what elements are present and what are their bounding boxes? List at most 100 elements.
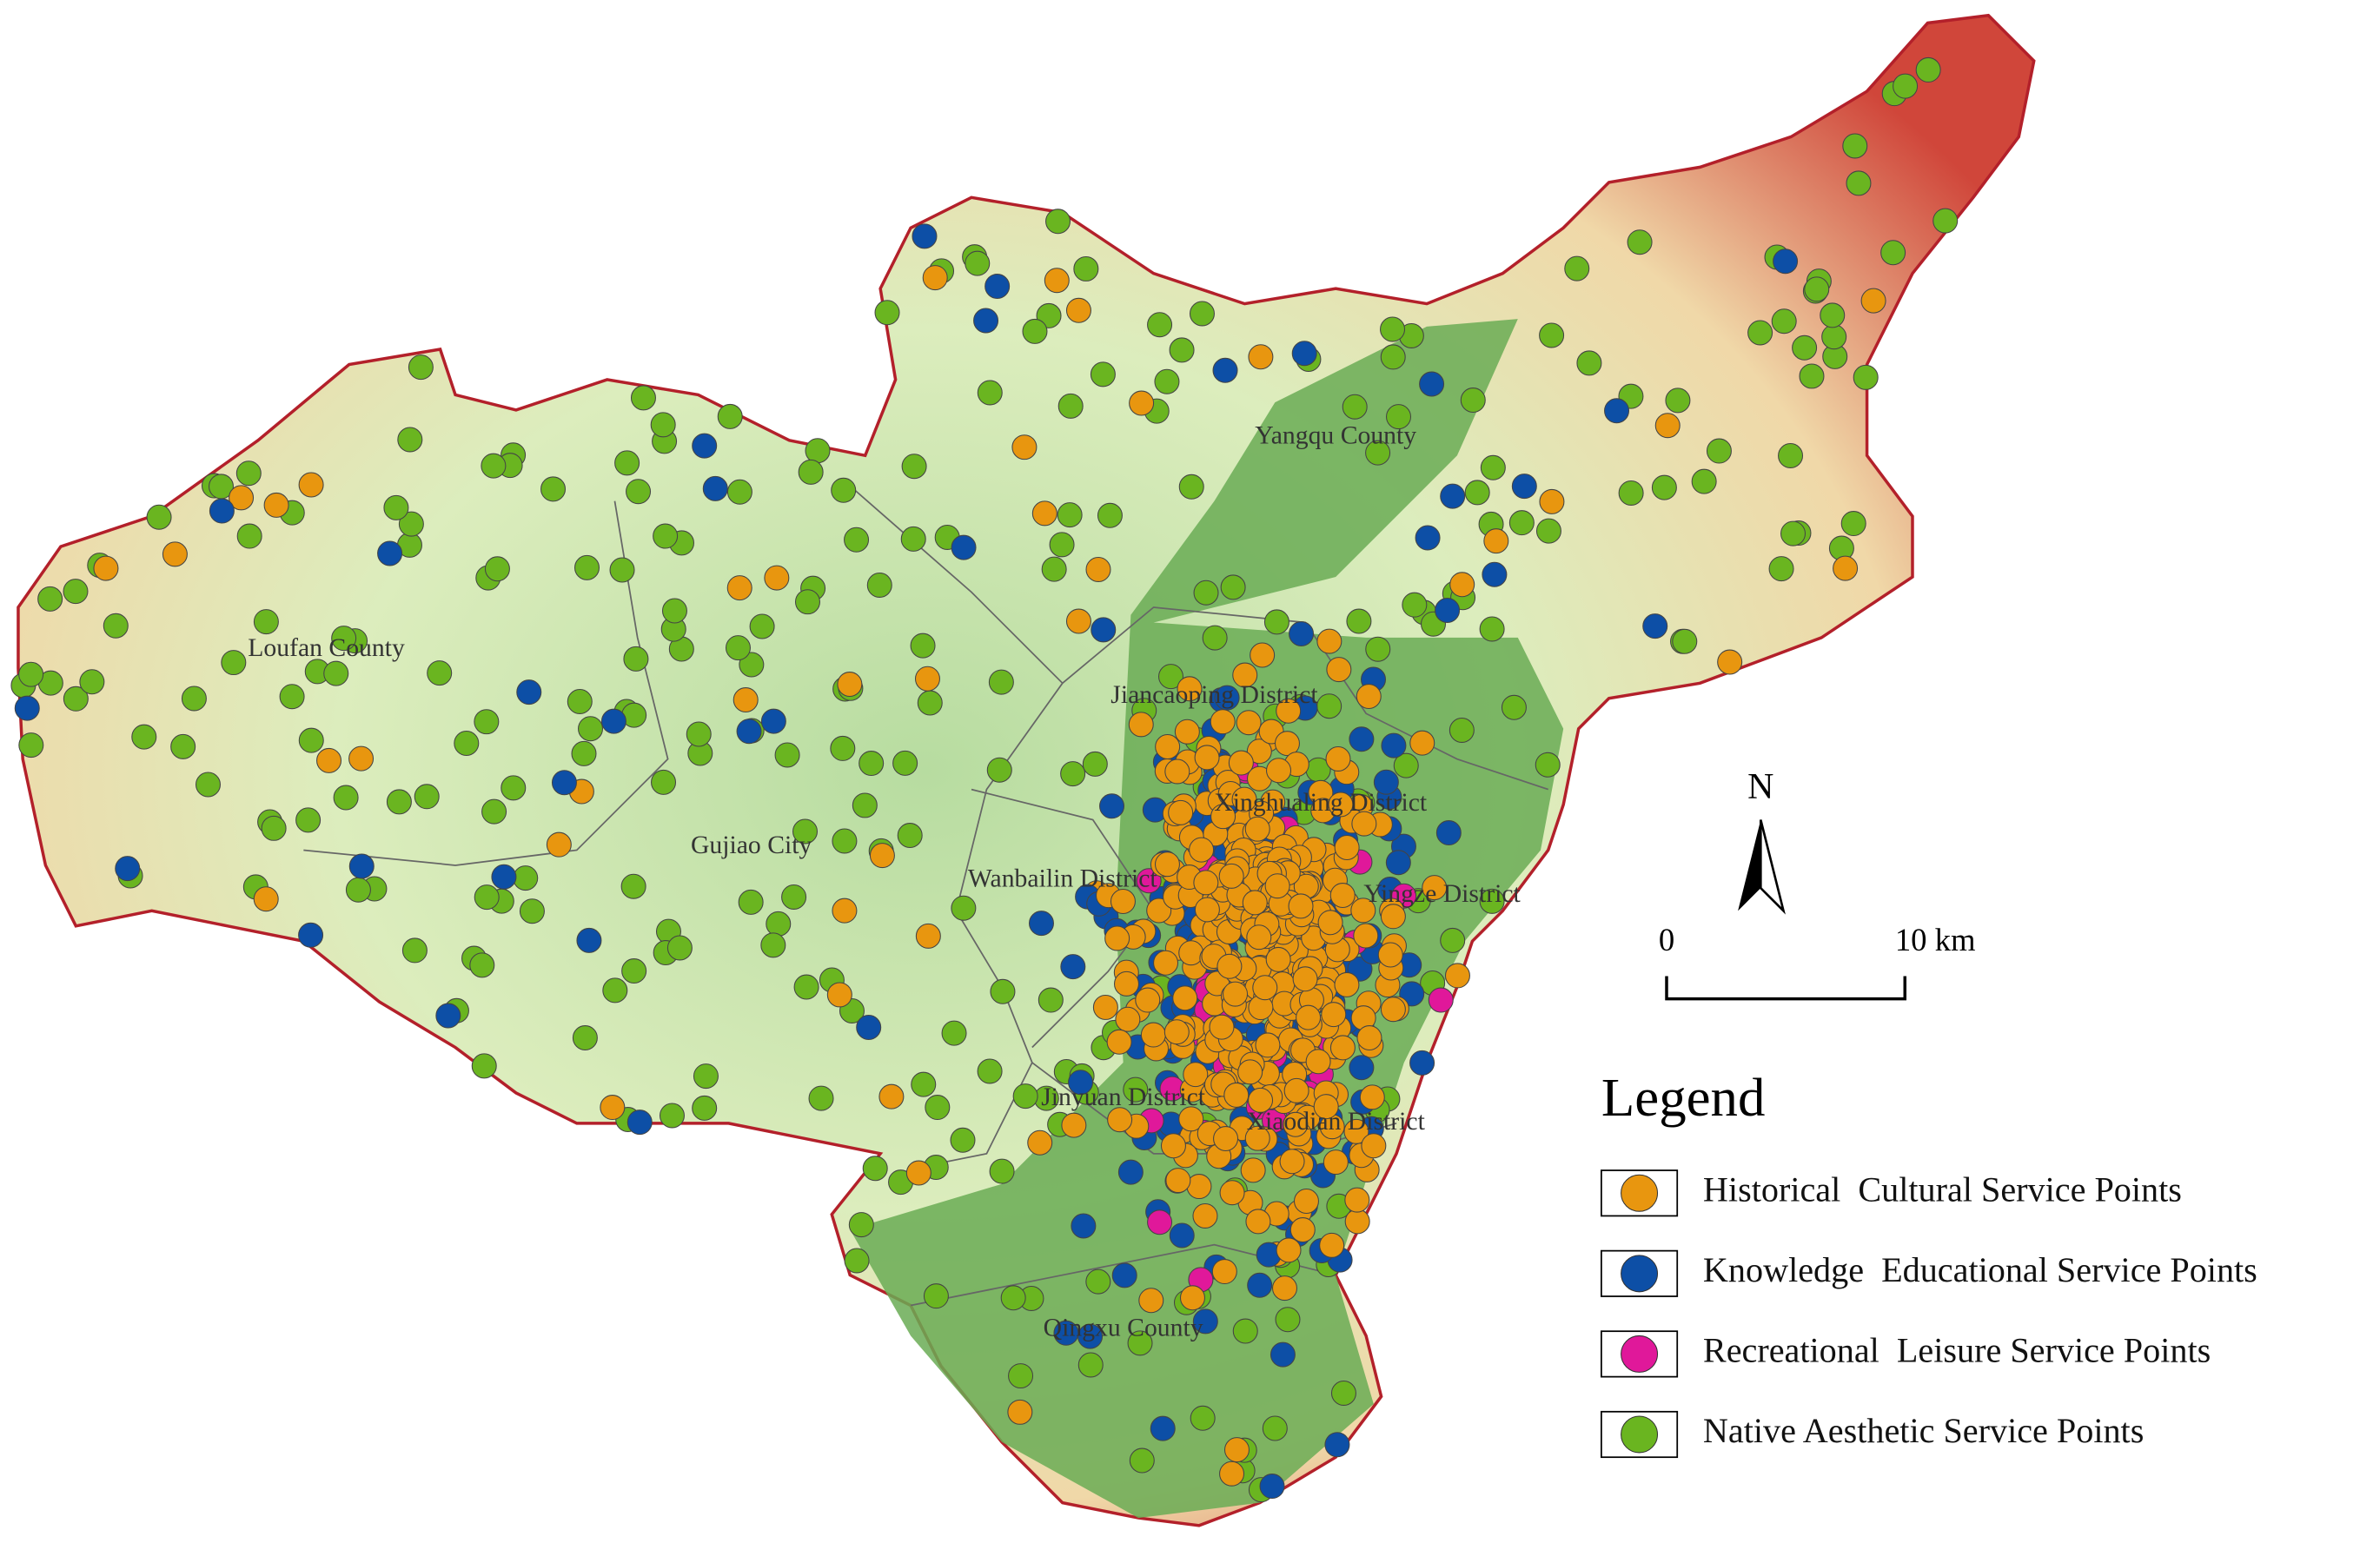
service-point [794, 589, 820, 615]
legend-marker [1621, 1415, 1659, 1454]
service-point [760, 932, 786, 958]
service-point [474, 884, 500, 911]
service-point [1356, 684, 1382, 710]
service-point [600, 708, 626, 734]
service-point [1480, 454, 1506, 480]
service-point [1061, 1112, 1087, 1138]
service-point [513, 865, 539, 891]
service-point [1380, 344, 1406, 370]
service-point [1111, 1262, 1137, 1288]
service-point [717, 403, 743, 429]
service-point [481, 798, 507, 825]
service-point [659, 1103, 685, 1129]
service-point [1324, 1432, 1350, 1458]
service-point [578, 716, 604, 742]
service-point [764, 565, 790, 591]
service-point [1092, 994, 1118, 1020]
service-point [831, 477, 857, 503]
service-point [650, 412, 676, 438]
place-label: Xinghualing District [1214, 789, 1428, 817]
service-point [781, 884, 807, 910]
service-point [1186, 1174, 1212, 1200]
service-point [1288, 893, 1314, 919]
service-point [1330, 1380, 1356, 1406]
service-point [1073, 255, 1099, 282]
service-point [977, 380, 1003, 406]
service-point [1289, 621, 1315, 647]
service-point [1060, 954, 1086, 980]
service-point [1328, 792, 1354, 818]
service-point [1642, 613, 1668, 639]
service-point [348, 745, 375, 772]
service-point [1833, 555, 1859, 581]
service-point [1263, 609, 1289, 635]
service-point [1183, 1062, 1209, 1088]
service-point [1840, 511, 1866, 537]
service-point [1091, 617, 1117, 643]
service-point [1155, 734, 1181, 760]
service-point [1154, 851, 1180, 878]
service-point [1213, 1126, 1239, 1152]
service-point [832, 828, 858, 854]
service-point [398, 511, 424, 537]
service-point [1386, 404, 1412, 430]
service-point [573, 554, 600, 580]
service-point [988, 669, 1014, 695]
service-point [1564, 255, 1590, 282]
service-point [1147, 1209, 1173, 1235]
service-point [1178, 940, 1204, 966]
service-point [1334, 971, 1360, 997]
place-label: Xiaodian District [1247, 1108, 1426, 1136]
service-point [1821, 324, 1847, 350]
service-point [427, 660, 453, 686]
service-points [10, 56, 1959, 1503]
service-point [1007, 1399, 1033, 1425]
service-point [1272, 1275, 1297, 1302]
service-point [1323, 1149, 1349, 1176]
service-point [454, 730, 480, 756]
service-point [1409, 1050, 1435, 1076]
legend-title: Legend [1601, 1067, 1766, 1128]
service-point [766, 911, 792, 937]
service-point [261, 815, 287, 841]
legend-label: Recreational Leisure Service Points [1703, 1331, 2211, 1370]
service-point [1576, 350, 1602, 376]
service-point [1799, 363, 1825, 389]
service-point [869, 843, 895, 869]
service-point [37, 586, 63, 612]
service-point [1296, 1004, 1322, 1030]
service-point [1192, 1308, 1218, 1335]
service-point [623, 646, 649, 672]
service-point [837, 672, 863, 698]
service-point [1240, 1157, 1266, 1183]
service-point [1319, 1232, 1345, 1258]
service-point [600, 1095, 626, 1121]
service-point [1163, 1019, 1190, 1045]
service-point [1057, 393, 1084, 419]
service-point [990, 978, 1016, 1004]
service-point [749, 613, 775, 639]
place-label: Jiancaoping District [1110, 681, 1318, 709]
service-point [651, 769, 677, 795]
service-point [1031, 500, 1057, 527]
service-point [892, 750, 918, 776]
service-point [965, 250, 991, 276]
service-point [1435, 820, 1462, 846]
service-point [808, 1085, 834, 1111]
service-point [1279, 1149, 1305, 1175]
service-point [253, 609, 279, 635]
service-point [1264, 873, 1290, 899]
service-point [951, 534, 977, 560]
service-point [1846, 170, 1872, 196]
service-point [1773, 248, 1799, 275]
service-point [874, 300, 900, 326]
service-point [279, 684, 305, 710]
service-point [1008, 1363, 1034, 1389]
service-point [1321, 1002, 1347, 1028]
service-point [792, 818, 819, 845]
service-point [726, 479, 752, 505]
service-point [567, 688, 593, 714]
service-point [1266, 758, 1292, 784]
service-point [1135, 987, 1161, 1013]
